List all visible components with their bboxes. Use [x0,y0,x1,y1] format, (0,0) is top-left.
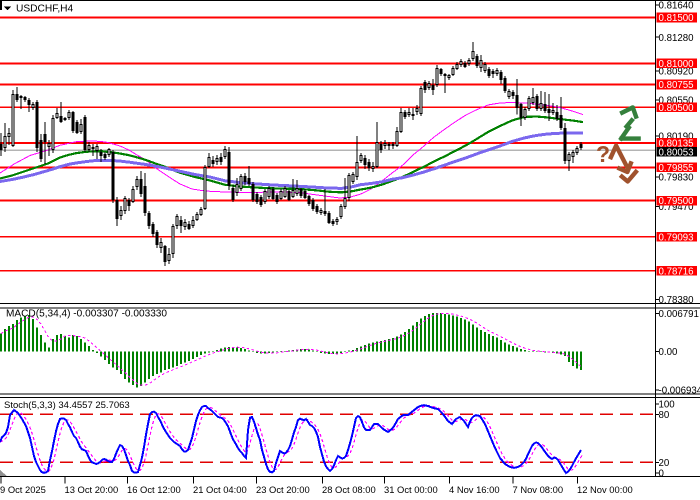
svg-text:0.006791: 0.006791 [659,309,699,320]
svg-text:0.80920: 0.80920 [659,67,695,78]
svg-text:0.79500: 0.79500 [659,196,695,207]
svg-text:0.79830: 0.79830 [659,173,695,184]
svg-text:0.80053: 0.80053 [659,147,694,158]
svg-text:28 Oct 08:00: 28 Oct 08:00 [322,484,376,495]
svg-text:USDCHF,H4: USDCHF,H4 [16,4,74,15]
svg-text:12 Nov 00:00: 12 Nov 00:00 [577,484,633,495]
svg-text:?: ? [596,141,610,167]
svg-text:0.81640: 0.81640 [659,0,695,11]
svg-text:4 Nov 16:00: 4 Nov 16:00 [449,484,500,495]
svg-text:9 Oct 2025: 9 Oct 2025 [0,484,46,495]
svg-text:0.80755: 0.80755 [659,80,694,91]
svg-text:7 Nov 08:00: 7 Nov 08:00 [513,484,564,495]
svg-text:13 Oct 20:00: 13 Oct 20:00 [65,484,119,495]
svg-text:0.80135: 0.80135 [659,139,694,150]
svg-text:0.79093: 0.79093 [659,232,694,243]
svg-text:20: 20 [659,458,670,469]
svg-text:0.80550: 0.80550 [659,96,695,107]
svg-text:-0.006934: -0.006934 [659,386,700,397]
svg-text:80: 80 [659,410,670,421]
svg-text:31 Oct 00:00: 31 Oct 00:00 [384,484,438,495]
svg-text:0.78380: 0.78380 [659,295,695,306]
svg-text:0.78716: 0.78716 [659,266,694,277]
svg-text:0.80500: 0.80500 [659,103,695,114]
svg-text:0.81280: 0.81280 [659,33,695,44]
svg-text:0: 0 [659,469,665,480]
svg-text:MACD(5,34,4) -0.003307 -0.0033: MACD(5,34,4) -0.003307 -0.003330 [6,309,167,320]
svg-text:21 Oct 04:00: 21 Oct 04:00 [193,484,247,495]
svg-text:0.79470: 0.79470 [659,202,695,213]
svg-text:16 Oct 12:00: 16 Oct 12:00 [127,484,181,495]
svg-text:23 Oct 20:00: 23 Oct 20:00 [256,484,310,495]
svg-text:0.81000: 0.81000 [659,59,695,70]
svg-text:0.81500: 0.81500 [659,13,695,24]
svg-text:100: 100 [659,400,676,411]
svg-text:0.79855: 0.79855 [659,163,694,174]
svg-text:Stoch(5,3,3) 34.4557 25.7063: Stoch(5,3,3) 34.4557 25.7063 [4,400,130,411]
svg-text:0.00: 0.00 [659,347,678,358]
svg-text:0.80190: 0.80190 [659,131,695,142]
